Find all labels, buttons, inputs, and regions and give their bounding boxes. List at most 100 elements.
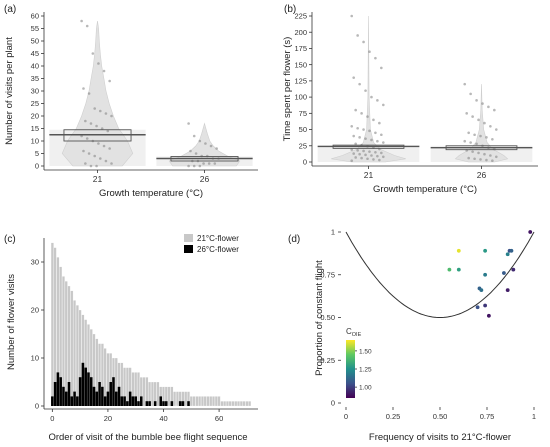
data-point bbox=[358, 136, 361, 139]
y-tick-label: 0.25 bbox=[320, 356, 335, 365]
y-tick-label: 50 bbox=[299, 125, 307, 134]
data-point bbox=[356, 34, 359, 37]
data-point bbox=[528, 230, 533, 234]
data-point bbox=[483, 121, 486, 125]
y-tick-label: 5 bbox=[35, 149, 39, 158]
data-point bbox=[378, 121, 381, 125]
panel-c: (c) 0 10 20 30 0 20 40 60 Order of visit of the b… bbox=[4, 234, 258, 443]
y-tick-label: 40 bbox=[31, 62, 39, 71]
data-point bbox=[198, 139, 202, 143]
bar-26 bbox=[128, 391, 132, 406]
panel-d: (d) 0 0.25 0.50 0.75 1 0 0.25 0.50 0.75 1 1.00 1.25 1… bbox=[288, 228, 536, 443]
data-point bbox=[100, 127, 104, 130]
bar-21 bbox=[137, 372, 140, 407]
data-point bbox=[366, 157, 369, 161]
bar-21 bbox=[192, 396, 196, 407]
y-tick-label: 35 bbox=[31, 74, 39, 83]
data-point bbox=[352, 76, 355, 79]
data-point bbox=[82, 149, 85, 153]
data-point bbox=[192, 164, 196, 168]
data-point bbox=[360, 156, 363, 160]
data-point bbox=[374, 131, 377, 135]
data-point bbox=[87, 92, 91, 95]
data-point bbox=[207, 162, 211, 165]
data-point bbox=[350, 14, 354, 18]
bar-21 bbox=[173, 391, 177, 407]
bar-21 bbox=[214, 396, 218, 407]
panel-label: (a) bbox=[4, 4, 16, 15]
data-point bbox=[87, 152, 91, 155]
data-point bbox=[456, 248, 461, 253]
y-tick-label: 30 bbox=[31, 258, 39, 267]
data-point bbox=[204, 142, 207, 145]
y-tick-label: 0.75 bbox=[320, 270, 335, 279]
data-point bbox=[509, 248, 514, 253]
bar-21 bbox=[248, 401, 252, 407]
data-point bbox=[93, 154, 96, 158]
data-point bbox=[376, 99, 379, 102]
data-point bbox=[495, 128, 498, 131]
bar-21 bbox=[237, 401, 240, 407]
bar-26 bbox=[64, 391, 68, 406]
data-point bbox=[368, 150, 371, 153]
x-tick-label: 0.75 bbox=[480, 412, 495, 421]
data-point bbox=[483, 272, 488, 277]
data-point bbox=[198, 164, 202, 168]
data-point bbox=[463, 82, 467, 86]
data-point bbox=[364, 137, 367, 140]
x-tick-label: 60 bbox=[215, 414, 223, 423]
bar-26 bbox=[78, 377, 82, 406]
data-point bbox=[473, 157, 476, 161]
data-point bbox=[85, 137, 89, 140]
data-point bbox=[382, 103, 385, 107]
data-point bbox=[489, 125, 492, 128]
colorbar-title-sub: OIE bbox=[352, 332, 362, 338]
data-point bbox=[364, 89, 367, 92]
bar-21 bbox=[184, 391, 188, 407]
bar-26 bbox=[131, 396, 135, 406]
data-point bbox=[505, 252, 510, 257]
data-point bbox=[80, 19, 83, 23]
y-tick-label: 20 bbox=[31, 112, 39, 121]
bar-26 bbox=[178, 401, 182, 406]
data-point bbox=[106, 129, 110, 133]
bar-21 bbox=[189, 396, 193, 407]
data-point bbox=[209, 144, 213, 148]
bar-21 bbox=[220, 401, 224, 407]
y-tick-label: 60 bbox=[31, 12, 39, 21]
panel-label: (c) bbox=[4, 234, 16, 245]
legend-swatch bbox=[184, 234, 193, 242]
x-tick-label: 20 bbox=[104, 414, 112, 423]
data-point bbox=[354, 108, 357, 112]
data-point bbox=[511, 267, 516, 272]
y-tick-label: 25 bbox=[299, 141, 307, 150]
legend: 21°C-flower 26°C-flower bbox=[184, 234, 239, 254]
x-axis-label: Frequency of visits to 21°C-flower bbox=[369, 432, 511, 443]
curve bbox=[345, 231, 535, 318]
data-point bbox=[110, 162, 113, 165]
data-point bbox=[376, 139, 379, 143]
bar-21 bbox=[150, 381, 154, 407]
bar-26 bbox=[70, 396, 74, 406]
x-tick-label: 21 bbox=[93, 174, 103, 184]
bar-26 bbox=[181, 401, 185, 406]
bar-21 bbox=[75, 305, 79, 407]
data-point bbox=[93, 107, 96, 110]
bar-21 bbox=[245, 401, 249, 407]
data-point bbox=[358, 82, 361, 86]
y-axis-label: Number of flower visits bbox=[6, 274, 17, 370]
bar-21 bbox=[239, 401, 243, 407]
data-point bbox=[481, 102, 484, 105]
colorbar bbox=[346, 340, 355, 398]
bar-26 bbox=[59, 377, 62, 406]
data-point bbox=[84, 119, 87, 123]
legend-label: 21°C-flower bbox=[197, 234, 239, 243]
data-point bbox=[370, 95, 373, 99]
bar-21 bbox=[50, 242, 54, 407]
data-point bbox=[202, 162, 205, 165]
y-tick-label: 30 bbox=[31, 87, 39, 96]
data-point bbox=[102, 69, 106, 73]
data-point bbox=[471, 150, 474, 153]
y-axis-label: Number of visits per plant bbox=[4, 37, 15, 145]
